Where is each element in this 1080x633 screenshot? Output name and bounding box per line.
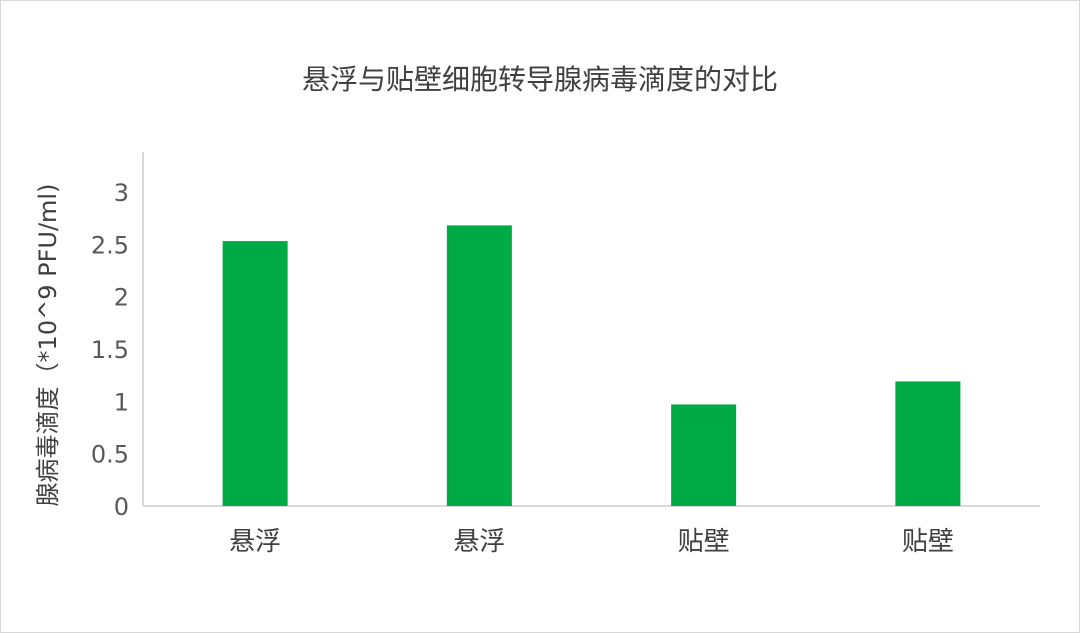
x-tick-label: 贴壁	[678, 527, 730, 557]
y-tick-label: 0	[114, 493, 129, 521]
y-tick-label: 1	[114, 388, 129, 416]
bar	[671, 404, 737, 506]
chart-title: 悬浮与贴壁细胞转导腺病毒滴度的对比	[301, 63, 778, 96]
y-tick-label: 2.5	[91, 231, 129, 259]
y-axis-label: 腺病毒滴度（*10^9 PFU/ml)	[34, 184, 62, 507]
x-tick-label: 贴壁	[902, 527, 954, 557]
y-tick-label: 3	[114, 179, 129, 207]
bar	[895, 381, 961, 506]
x-tick-label: 悬浮	[229, 527, 281, 557]
y-tick-label: 2	[114, 284, 129, 312]
y-tick-label: 0.5	[91, 441, 129, 469]
x-tick-label: 悬浮	[453, 527, 505, 557]
bar	[222, 241, 288, 506]
y-tick-label: 1.5	[91, 336, 129, 364]
bar	[446, 225, 512, 507]
